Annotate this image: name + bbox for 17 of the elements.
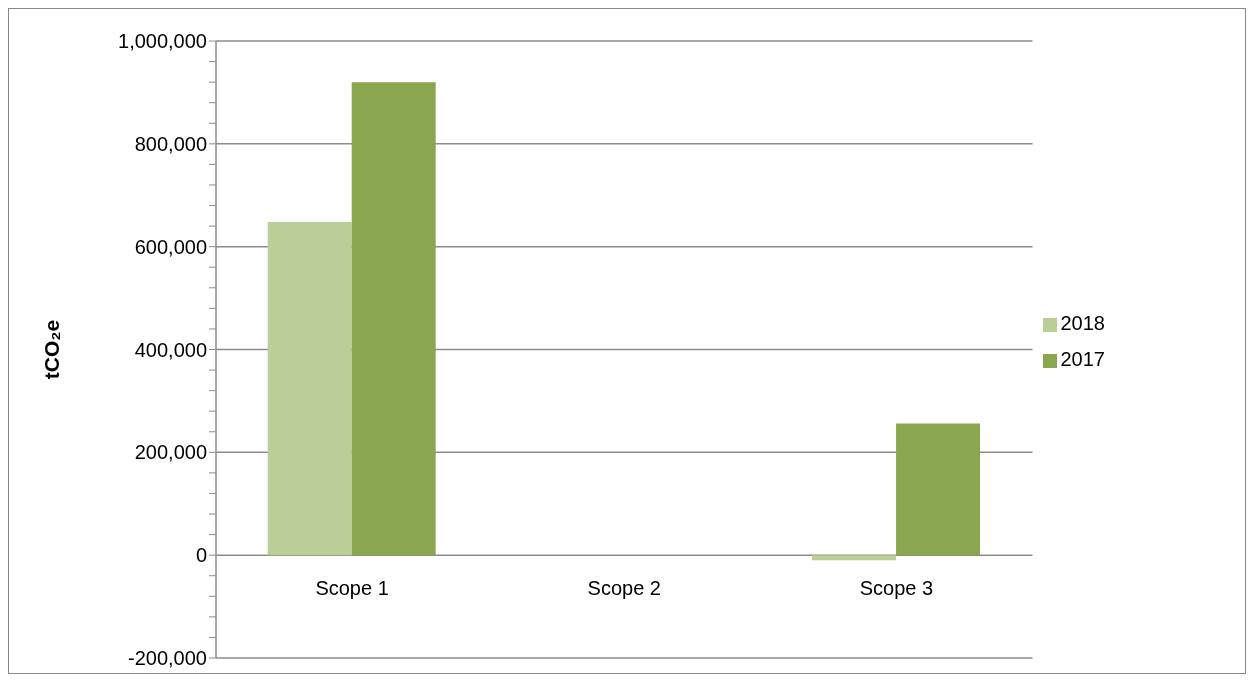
legend-label: 2018 xyxy=(1060,312,1105,334)
y-tick-label: 0 xyxy=(195,544,207,567)
bar xyxy=(267,221,352,556)
bar xyxy=(812,555,897,561)
x-tick-label: Scope 3 xyxy=(859,577,934,600)
y-tick-label: 600,000 xyxy=(134,235,207,258)
y-tick-label: 800,000 xyxy=(134,132,207,155)
bar xyxy=(351,82,436,556)
y-tick-label: 200,000 xyxy=(134,441,207,464)
y-tick-label: 400,000 xyxy=(134,338,207,361)
y-tick-label: 1,000,000 xyxy=(118,30,207,53)
y-axis-title: tCO₂e xyxy=(40,319,63,380)
legend-label: 2017 xyxy=(1060,348,1105,370)
y-tick-label: -200,000 xyxy=(128,647,207,670)
x-tick-label: Scope 1 xyxy=(315,577,389,600)
x-tick-label: Scope 2 xyxy=(587,577,661,600)
bar xyxy=(896,423,981,556)
